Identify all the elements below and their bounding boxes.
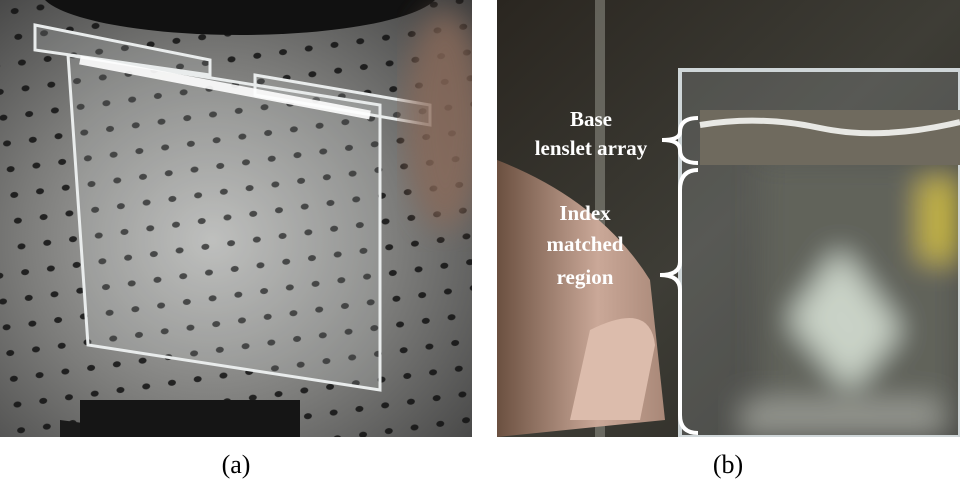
- label-line: lenslet array: [535, 136, 648, 160]
- label-line: matched: [547, 232, 624, 256]
- photo-b: Base lenslet array Index matched region: [497, 0, 960, 437]
- caption: (a): [222, 450, 251, 479]
- caption: (b): [713, 450, 743, 479]
- label-line: region: [557, 265, 614, 289]
- photo-a: [0, 0, 530, 489]
- label-line: Index: [559, 201, 611, 225]
- label-line: Base: [570, 107, 612, 131]
- figure: Base lenslet array Index matched region …: [0, 0, 960, 489]
